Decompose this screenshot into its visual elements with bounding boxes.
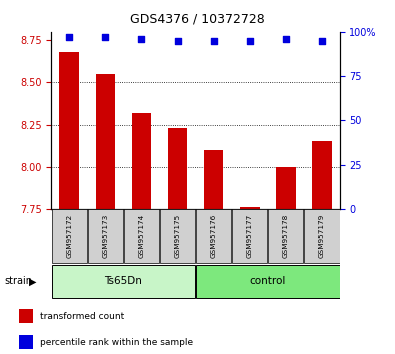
Bar [124,210,159,263]
Text: percentile rank within the sample: percentile rank within the sample [40,338,193,347]
Point [102,34,109,40]
Bar [276,167,295,209]
Point [138,36,145,42]
Point [246,38,253,44]
Bar [60,52,79,209]
Bar [204,150,224,209]
Text: control: control [249,276,286,286]
Bar [312,142,331,209]
Bar [51,265,196,298]
Bar [132,113,151,209]
Text: GDS4376 / 10372728: GDS4376 / 10372728 [130,12,265,25]
Point [282,36,289,42]
Text: Ts65Dn: Ts65Dn [105,276,142,286]
Bar [240,207,260,209]
Bar [19,335,34,349]
Text: GSM957177: GSM957177 [246,214,252,258]
Point [211,38,217,44]
Text: GSM957175: GSM957175 [175,214,181,258]
Bar [167,128,187,209]
Bar [160,210,196,263]
Text: GSM957179: GSM957179 [319,214,325,258]
Text: GSM957174: GSM957174 [139,214,145,258]
Text: ▶: ▶ [29,276,36,286]
Point [66,34,73,40]
Bar [196,265,340,298]
Point [318,38,325,44]
Bar [88,210,123,263]
Text: GSM957178: GSM957178 [283,214,289,258]
Bar [196,210,231,263]
Bar [51,210,87,263]
Text: GSM957172: GSM957172 [66,214,72,258]
Bar [19,309,34,323]
Bar [232,210,267,263]
Bar [304,210,340,263]
Text: GSM957176: GSM957176 [211,214,216,258]
Text: strain: strain [5,276,33,286]
Bar [96,74,115,209]
Point [174,38,181,44]
Bar [268,210,303,263]
Text: GSM957173: GSM957173 [102,214,108,258]
Text: transformed count: transformed count [40,312,124,321]
